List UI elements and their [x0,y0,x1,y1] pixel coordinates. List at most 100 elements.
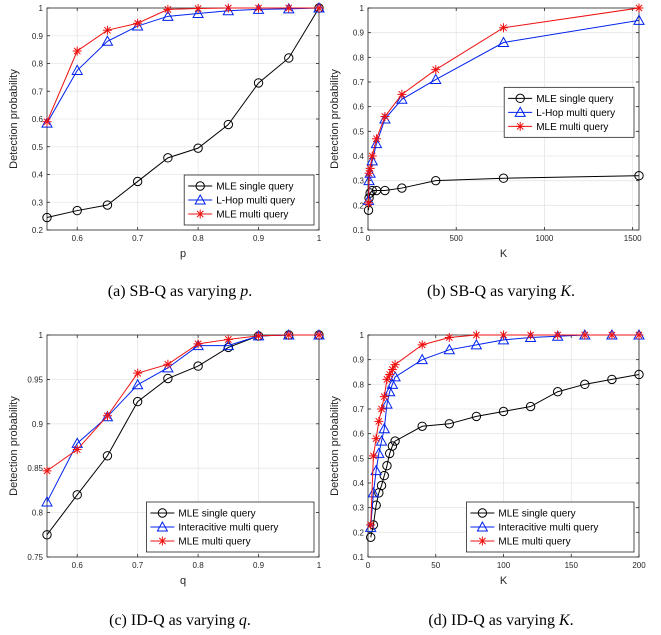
data-point [284,330,294,340]
data-point [366,154,379,166]
data-point [374,416,384,426]
data-point [223,334,233,344]
data-point [497,333,510,345]
series-line [46,7,320,218]
legend-marker [477,508,488,518]
data-point [382,374,392,384]
data-point [376,480,387,491]
data-point [254,331,264,341]
legend-marker [515,121,525,131]
data-point [381,398,393,409]
y-tick-label: 0.1 [353,553,365,562]
y-tick-label: 0.9 [353,356,365,365]
data-point [444,332,454,342]
data-point [396,93,408,104]
y-tick-label: 0.5 [353,127,365,136]
x-tick-label: 0.7 [132,234,144,243]
data-point [444,419,454,429]
data-point [429,73,442,85]
y-tick-label: 0.7 [353,78,365,87]
y-tick-label: 0.6 [353,430,365,439]
data-point [41,495,53,507]
data-point [383,385,396,397]
data-point [163,153,173,163]
data-point [42,466,52,476]
data-point [607,374,617,385]
legend-label: MLE multi query [536,122,608,133]
data-point [222,339,235,351]
x-tick-label: 100 [497,561,511,570]
legend-label: L-Hop multi query [216,196,295,207]
data-point [223,3,233,13]
x-tick-label: 1000 [536,234,554,243]
data-point [634,330,644,340]
data-point [498,406,509,417]
series-3 [364,3,644,208]
data-point [499,23,508,33]
y-tick-label: 0.7 [353,405,365,414]
series-1 [366,369,644,542]
data-point [634,3,644,13]
data-point [254,3,264,13]
data-point [471,411,482,422]
series-3 [42,3,324,127]
data-point [192,7,204,19]
y-tick-label: 0.6 [353,103,365,112]
chart-panel-c: 0.6 0.7 0.8 0.9 1 0.75 0.8 0.85 0.9 0.95 1 q Detecti… [8,328,325,587]
legend-label: Interacitive multi query [498,523,598,534]
data-point [367,151,377,161]
y-tick-label: 0.8 [353,380,365,389]
caption-d: (d) ID-Q as varying K. [428,612,573,629]
y-tick-label: 0.7 [32,87,44,96]
legend-marker [515,93,525,104]
data-point [389,370,401,382]
legend-label: MLE single query [216,182,293,193]
x-tick-label: 0.9 [253,561,265,570]
data-point [42,212,52,223]
data-point [416,353,429,365]
data-point [607,330,617,340]
x-tick-label: 500 [450,234,464,243]
x-tick-label: 1 [317,234,322,243]
legend-marker [476,520,489,532]
data-point [378,422,391,434]
data-point [387,441,398,451]
data-point [387,365,397,375]
data-point [314,330,324,340]
data-point [526,330,536,340]
data-point [370,137,383,149]
data-point [634,369,644,380]
y-axis-label: Detection probability [329,396,341,496]
legend-label: MLE single query [536,94,613,105]
x-tick-label: 0 [366,561,371,570]
data-point [371,434,381,444]
legend: MLE single query Interacitive multi query… [145,501,315,553]
data-point [417,340,427,350]
y-tick-label: 0.5 [32,143,44,152]
legend: MLE single query Interacitive multi query… [465,501,635,553]
chart-panel-a: 0.6 0.7 0.8 0.9 1 0.2 0.3 0.4 0.5 0.6 0.7 0.8 0.9 1 p D… [8,1,325,260]
x-tick-label: 0.9 [253,234,265,243]
data-point [364,168,374,178]
x-tick-label: 0.7 [132,561,144,570]
x-tick-label: 200 [632,561,646,570]
data-point [368,451,378,461]
data-point [633,14,645,25]
legend-label: MLE multi query [178,537,250,548]
data-point [580,330,590,340]
y-tick-label: 0.9 [353,29,365,38]
x-tick-label: 0.8 [193,234,205,243]
legend-marker [195,209,205,219]
data-point [193,339,203,349]
data-point [470,338,483,350]
data-point [193,143,203,153]
data-point [371,134,381,144]
series-line [368,7,640,203]
data-point [101,35,114,46]
x-axis-label: p [180,248,186,260]
y-axis-label: Detection probability [8,69,20,169]
series-line [370,373,640,538]
data-point [253,78,264,88]
legend: MLE single query L-Hop multi query MLE mul… [183,174,315,226]
legend-marker [157,536,167,546]
